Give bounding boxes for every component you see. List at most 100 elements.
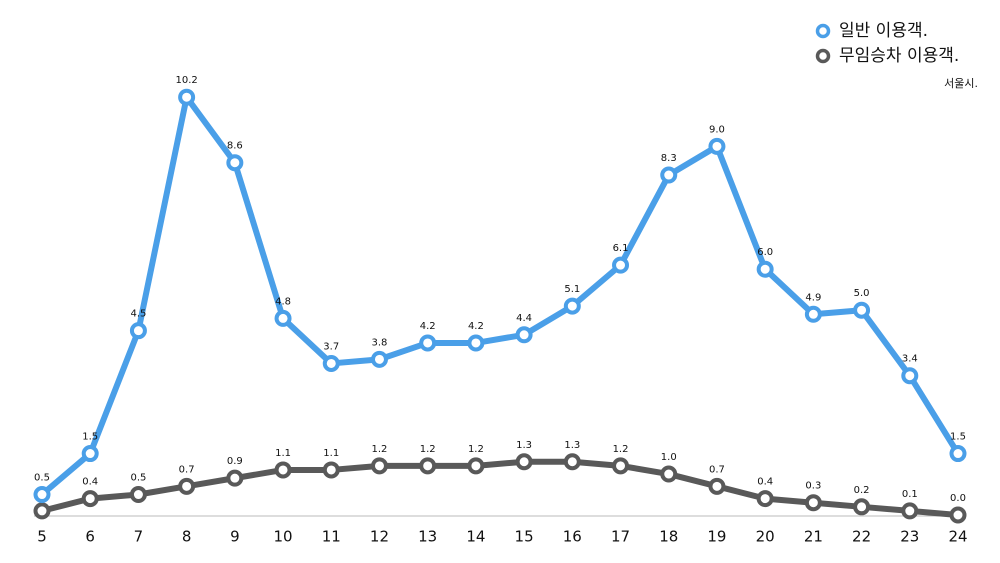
point	[853, 498, 871, 516]
point	[33, 502, 51, 520]
value-label: 4.2	[420, 321, 436, 332]
value-label: 6.0	[757, 247, 773, 258]
value-label: 4.5	[130, 309, 146, 320]
value-label: 0.5	[130, 473, 146, 484]
x-tick-label: 23	[900, 528, 919, 546]
value-label: 4.2	[468, 321, 484, 332]
point	[178, 88, 196, 106]
value-label: 0.4	[82, 477, 98, 488]
point	[804, 494, 822, 512]
value-label: 1.5	[82, 432, 98, 443]
value-label: 0.7	[709, 464, 725, 475]
value-label: 4.9	[805, 292, 821, 303]
x-tick-label: 21	[804, 528, 823, 546]
point	[708, 137, 726, 155]
x-tick-label: 11	[322, 528, 341, 546]
x-tick-label: 7	[134, 528, 144, 546]
x-tick-label: 13	[418, 528, 437, 546]
x-tick-label: 20	[756, 528, 775, 546]
value-label: 8.3	[661, 153, 677, 164]
point	[81, 445, 99, 463]
point	[370, 457, 388, 475]
value-label: 0.5	[34, 473, 50, 484]
x-tick-label: 17	[611, 528, 630, 546]
point	[756, 490, 774, 508]
value-label: 1.1	[323, 448, 339, 459]
value-label: 1.3	[564, 440, 580, 451]
point	[949, 506, 967, 524]
point	[274, 461, 292, 479]
value-label: 8.6	[227, 141, 243, 152]
value-label: 3.8	[372, 337, 388, 348]
value-label: 1.0	[661, 452, 677, 463]
point	[370, 350, 388, 368]
x-tick-label: 8	[182, 528, 192, 546]
value-label: 3.7	[323, 341, 339, 352]
point	[853, 301, 871, 319]
point	[467, 334, 485, 352]
value-label: 0.2	[854, 485, 870, 496]
x-tick-label: 18	[659, 528, 678, 546]
x-tick-label: 24	[948, 528, 967, 546]
point	[322, 461, 340, 479]
point	[563, 297, 581, 315]
point	[81, 490, 99, 508]
value-label: 0.1	[902, 489, 918, 500]
value-label: 0.7	[179, 464, 195, 475]
x-tick-label: 12	[370, 528, 389, 546]
x-tick-label: 16	[563, 528, 582, 546]
x-tick-label: 10	[274, 528, 293, 546]
point	[563, 453, 581, 471]
point	[226, 469, 244, 487]
legend-label: 일반 이용객.	[839, 21, 928, 41]
value-label: 1.3	[516, 440, 532, 451]
point	[33, 486, 51, 504]
point	[274, 309, 292, 327]
value-label: 1.2	[468, 444, 484, 455]
value-label: 5.0	[854, 288, 870, 299]
point	[660, 465, 678, 483]
annotation: 서울시.	[944, 77, 978, 90]
series-line	[40, 94, 961, 497]
x-tick-label: 14	[466, 528, 485, 546]
point	[515, 453, 533, 471]
point	[419, 457, 437, 475]
point	[660, 166, 678, 184]
x-tick-label: 15	[515, 528, 534, 546]
point	[515, 326, 533, 344]
value-label: 0.0	[950, 493, 966, 504]
value-label: 1.2	[613, 444, 629, 455]
x-tick-label: 9	[230, 528, 240, 546]
value-label: 5.1	[564, 284, 580, 295]
value-label: 0.3	[805, 481, 821, 492]
x-tick-label: 22	[852, 528, 871, 546]
x-tick-label: 19	[707, 528, 726, 546]
point	[129, 322, 147, 340]
point	[322, 354, 340, 372]
value-label: 10.2	[175, 75, 197, 86]
value-label: 1.1	[275, 448, 291, 459]
point	[949, 445, 967, 463]
point	[226, 154, 244, 172]
point	[178, 477, 196, 495]
point	[467, 457, 485, 475]
legend-label: 무임승차 이용객.	[839, 46, 959, 66]
value-label: 6.1	[613, 243, 629, 254]
value-label: 3.4	[902, 354, 918, 365]
value-label: 1.5	[950, 432, 966, 443]
x-tick-label: 6	[85, 528, 95, 546]
point	[804, 305, 822, 323]
legend-marker	[815, 23, 831, 39]
value-label: 1.2	[420, 444, 436, 455]
legend-marker	[815, 48, 831, 64]
point	[756, 260, 774, 278]
point	[612, 457, 630, 475]
value-label: 1.2	[372, 444, 388, 455]
point	[901, 367, 919, 385]
value-label: 0.9	[227, 456, 243, 467]
x-tick-label: 5	[37, 528, 47, 546]
point	[419, 334, 437, 352]
value-label: 0.4	[757, 477, 773, 488]
value-label: 9.0	[709, 124, 725, 135]
